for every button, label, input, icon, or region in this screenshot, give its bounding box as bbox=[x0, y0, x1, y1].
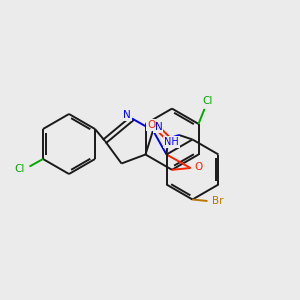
Text: O: O bbox=[195, 161, 203, 172]
Text: NH: NH bbox=[164, 136, 179, 147]
Text: Br: Br bbox=[212, 196, 224, 206]
Text: O: O bbox=[147, 120, 155, 130]
Text: N: N bbox=[154, 122, 162, 132]
Text: N: N bbox=[123, 110, 130, 120]
Text: Cl: Cl bbox=[15, 164, 25, 175]
Text: Cl: Cl bbox=[202, 95, 213, 106]
